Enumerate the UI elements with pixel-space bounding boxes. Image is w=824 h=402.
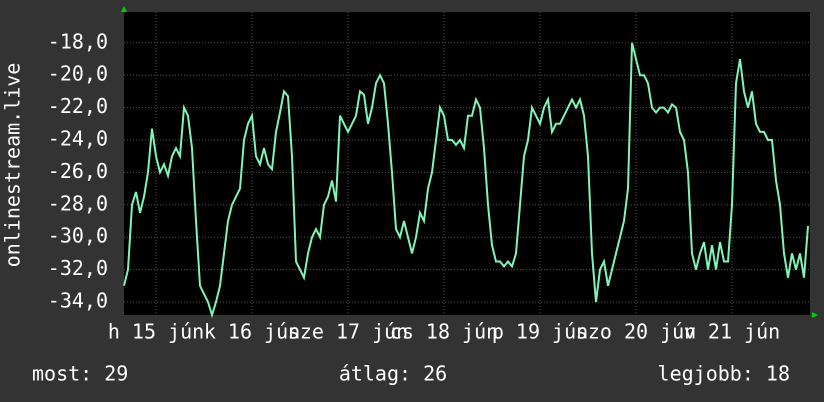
stat-current: most: 29	[32, 362, 128, 386]
x-tick-label: cs 18 jún	[390, 320, 498, 344]
y-tick-label: -28,0	[48, 191, 108, 215]
y-tick-label: -30,0	[48, 224, 108, 248]
axis-arrow	[121, 6, 127, 12]
data-line	[123, 42, 809, 319]
x-tick-label: h 15 jún	[108, 320, 204, 344]
x-tick-label: sze 17 jún	[288, 320, 408, 344]
stat-best: legjobb: 18	[658, 362, 790, 386]
x-tick-label: v 21 jún	[684, 320, 780, 344]
stat-average: átlag: 26	[339, 362, 447, 386]
axis-arrow	[812, 312, 818, 318]
y-tick-label: -18,0	[48, 29, 108, 53]
y-tick-label: -32,0	[48, 256, 108, 280]
x-tick-label: k 16 jún	[204, 320, 300, 344]
y-tick-label: -24,0	[48, 127, 108, 151]
x-tick-label: p 19 jún	[492, 320, 588, 344]
y-tick-label: -34,0	[48, 289, 108, 313]
x-tick-label: szo 20 jún	[576, 320, 696, 344]
y-tick-label: -20,0	[48, 62, 108, 86]
y-tick-label: -22,0	[48, 94, 108, 118]
y-tick-label: -26,0	[48, 159, 108, 183]
y-axis-label: onlinestream.live	[1, 63, 25, 268]
